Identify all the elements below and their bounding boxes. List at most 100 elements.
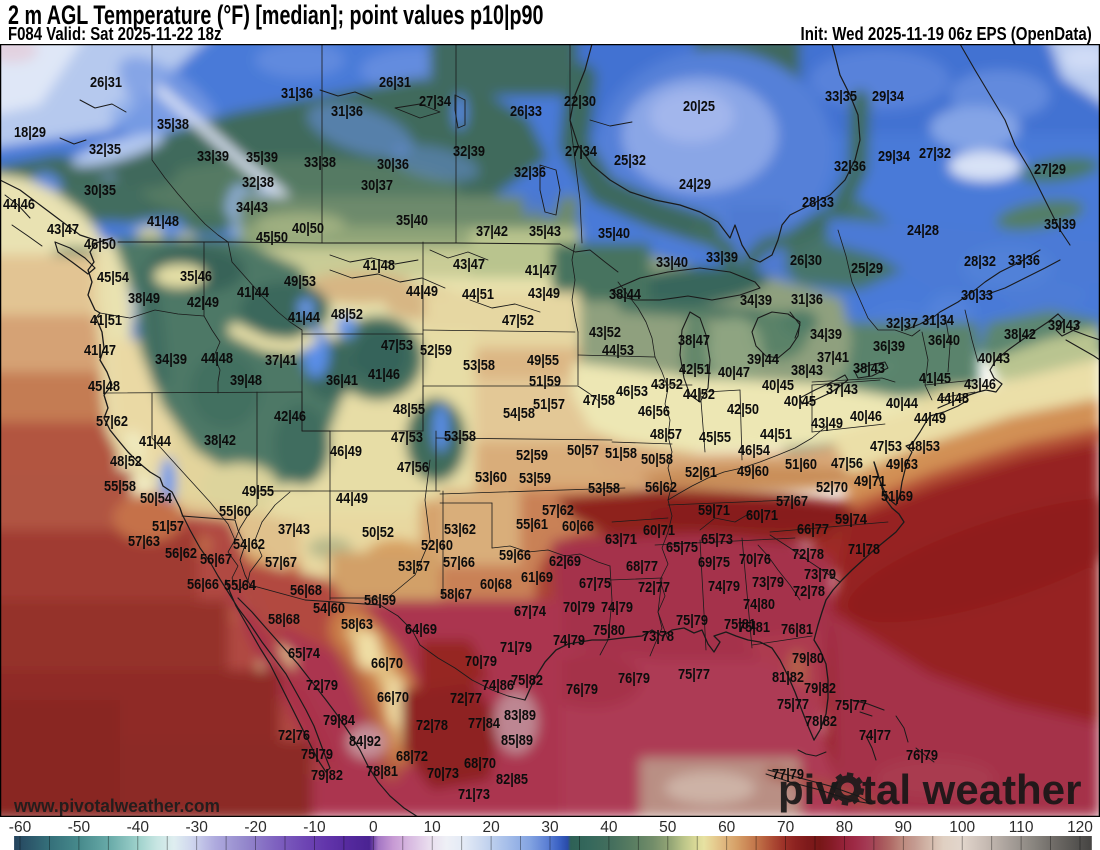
svg-text:35|39: 35|39 — [1044, 217, 1076, 233]
svg-text:100: 100 — [949, 819, 975, 836]
svg-text:52|59: 52|59 — [420, 343, 452, 359]
svg-text:67|75: 67|75 — [579, 576, 611, 592]
svg-text:30|37: 30|37 — [361, 178, 393, 194]
svg-text:40|43: 40|43 — [978, 351, 1010, 367]
svg-text:52|61: 52|61 — [685, 465, 717, 481]
svg-text:59|71: 59|71 — [698, 503, 730, 519]
svg-text:50|52: 50|52 — [362, 525, 394, 541]
svg-text:70: 70 — [777, 819, 795, 836]
svg-text:72|77: 72|77 — [638, 580, 670, 596]
svg-text:66|70: 66|70 — [377, 690, 409, 706]
svg-text:28|32: 28|32 — [964, 254, 996, 270]
svg-text:57|67: 57|67 — [776, 494, 808, 510]
svg-text:47|53: 47|53 — [870, 439, 902, 455]
svg-text:75|79: 75|79 — [301, 747, 333, 763]
svg-text:41|48: 41|48 — [363, 258, 395, 274]
svg-text:59|66: 59|66 — [499, 548, 531, 564]
svg-text:38|44: 38|44 — [609, 287, 641, 303]
svg-text:51|69: 51|69 — [881, 489, 913, 505]
svg-text:27|34: 27|34 — [565, 144, 597, 160]
svg-text:71|73: 71|73 — [458, 787, 490, 803]
svg-text:61|69: 61|69 — [521, 570, 553, 586]
svg-text:33|35: 33|35 — [825, 89, 857, 105]
svg-text:45|48: 45|48 — [88, 379, 120, 395]
svg-text:41|44: 41|44 — [288, 310, 320, 326]
svg-text:27|32: 27|32 — [919, 146, 951, 162]
svg-text:37|41: 37|41 — [817, 350, 849, 366]
svg-text:57|66: 57|66 — [443, 555, 475, 571]
svg-text:48|55: 48|55 — [393, 402, 425, 418]
svg-text:72|76: 72|76 — [278, 728, 310, 744]
svg-text:25|29: 25|29 — [851, 261, 883, 277]
svg-text:38|43: 38|43 — [853, 361, 885, 377]
svg-text:32|35: 32|35 — [89, 142, 121, 158]
svg-text:75|79: 75|79 — [676, 613, 708, 629]
svg-text:41|51: 41|51 — [90, 313, 122, 329]
svg-text:65|75: 65|75 — [666, 540, 698, 556]
svg-text:56|62: 56|62 — [645, 480, 677, 496]
svg-text:57|62: 57|62 — [96, 414, 128, 430]
svg-text:33|39: 33|39 — [197, 149, 229, 165]
svg-text:39|48: 39|48 — [230, 373, 262, 389]
svg-text:36|40: 36|40 — [928, 333, 960, 349]
svg-text:60|71: 60|71 — [643, 523, 675, 539]
svg-text:51|58: 51|58 — [605, 446, 637, 462]
svg-text:38|43: 38|43 — [791, 363, 823, 379]
svg-text:46|50: 46|50 — [84, 237, 116, 253]
svg-text:48|52: 48|52 — [331, 307, 363, 323]
svg-text:48|57: 48|57 — [650, 427, 682, 443]
svg-text:40|45: 40|45 — [784, 394, 816, 410]
svg-text:75|80: 75|80 — [593, 623, 625, 639]
svg-text:65|74: 65|74 — [288, 646, 320, 662]
svg-text:54|58: 54|58 — [503, 406, 535, 422]
svg-text:27|29: 27|29 — [1034, 162, 1066, 178]
svg-text:22|30: 22|30 — [564, 94, 596, 110]
svg-text:31|36: 31|36 — [281, 86, 313, 102]
svg-text:30: 30 — [541, 819, 559, 836]
svg-text:38|42: 38|42 — [1004, 327, 1036, 343]
svg-text:46|53: 46|53 — [616, 384, 648, 400]
svg-text:70|76: 70|76 — [739, 552, 771, 568]
svg-text:26|30: 26|30 — [790, 253, 822, 269]
svg-text:54|60: 54|60 — [313, 601, 345, 617]
svg-text:75|77: 75|77 — [777, 697, 809, 713]
svg-text:54|62: 54|62 — [233, 537, 265, 553]
svg-text:80: 80 — [836, 819, 854, 836]
svg-text:44|52: 44|52 — [683, 387, 715, 403]
svg-text:85|89: 85|89 — [501, 733, 533, 749]
svg-text:43|49: 43|49 — [528, 286, 560, 302]
svg-text:37|41: 37|41 — [265, 353, 297, 369]
svg-text:57|63: 57|63 — [128, 534, 160, 550]
svg-text:73|79: 73|79 — [752, 575, 784, 591]
svg-text:76|79: 76|79 — [906, 748, 938, 764]
svg-text:71|79: 71|79 — [500, 640, 532, 656]
svg-text:40: 40 — [600, 819, 618, 836]
svg-text:76|79: 76|79 — [618, 671, 650, 687]
svg-text:37|43: 37|43 — [278, 522, 310, 538]
svg-text:72|79: 72|79 — [306, 678, 338, 694]
svg-text:76|79: 76|79 — [566, 682, 598, 698]
svg-text:31|36: 31|36 — [331, 104, 363, 120]
svg-text:75|77: 75|77 — [835, 698, 867, 714]
svg-text:62|69: 62|69 — [549, 554, 581, 570]
svg-text:32|37: 32|37 — [886, 316, 918, 332]
svg-text:79|82: 79|82 — [804, 681, 836, 697]
svg-text:35|46: 35|46 — [180, 269, 212, 285]
svg-text:35|40: 35|40 — [396, 213, 428, 229]
svg-text:50|54: 50|54 — [140, 491, 172, 507]
svg-text:51|59: 51|59 — [529, 374, 561, 390]
svg-text:44|46: 44|46 — [3, 197, 35, 213]
svg-text:33|40: 33|40 — [656, 255, 688, 271]
svg-text:32|36: 32|36 — [834, 159, 866, 175]
svg-text:-60: -60 — [9, 819, 32, 836]
svg-text:-30: -30 — [185, 819, 208, 836]
svg-text:37|43: 37|43 — [826, 382, 858, 398]
svg-text:56|66: 56|66 — [187, 577, 219, 593]
svg-text:43|46: 43|46 — [964, 377, 996, 393]
svg-text:44|51: 44|51 — [760, 427, 792, 443]
svg-text:79|82: 79|82 — [311, 768, 343, 784]
svg-text:26|33: 26|33 — [510, 104, 542, 120]
svg-text:52|59: 52|59 — [516, 448, 548, 464]
svg-text:40|50: 40|50 — [292, 221, 324, 237]
svg-text:27|34: 27|34 — [419, 94, 451, 110]
